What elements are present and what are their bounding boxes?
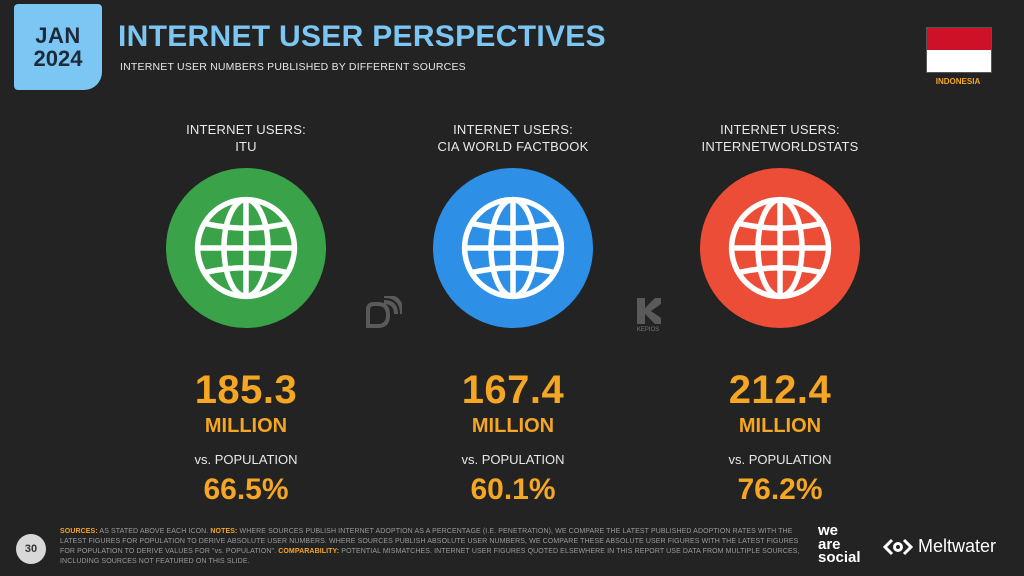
date-month: JAN [35, 22, 81, 48]
we-are-social-logo: we are social [818, 522, 861, 566]
brand-line: social [818, 549, 861, 566]
notes-label: NOTES: [210, 528, 238, 535]
footnotes: SOURCES: AS STATED ABOVE EACH ICON. NOTE… [60, 527, 800, 568]
column-heading-line2: INTERNETWORLDSTATS [701, 138, 859, 154]
vs-population-label: vs. POPULATION [728, 452, 832, 467]
source-column-itu: INTERNET USERS: ITU 185.3 MILLION vs. PO… [131, 122, 361, 507]
user-count-unit: MILLION [471, 415, 555, 437]
penetration-percent: 60.1% [470, 473, 556, 506]
source-column-cia: INTERNET USERS: CIA WORLD FACTBOOK 167.4… [398, 122, 628, 507]
column-heading-line1: INTERNET USERS: [186, 122, 306, 137]
brand-line: are [818, 535, 841, 553]
user-count-unit: MILLION [204, 415, 288, 437]
sources-text: AS STATED ABOVE EACH ICON. [99, 528, 209, 535]
column-heading-line1: INTERNET USERS: [453, 122, 573, 137]
date-badge: JAN 2024 [14, 4, 102, 90]
date-year: 2024 [33, 46, 83, 71]
kepios-caption: KEPIOS [636, 326, 660, 333]
page-title: INTERNET USER PERSPECTIVES [118, 20, 606, 53]
vs-population-label: vs. POPULATION [461, 452, 565, 467]
column-heading: INTERNET USERS: CIA WORLD FACTBOOK [438, 122, 589, 158]
datareportal-icon [362, 294, 402, 334]
meltwater-wordmark: Meltwater [918, 536, 997, 556]
comparability-text: POTENTIAL MISMATCHES. INTERNET USER FIGU… [60, 548, 800, 566]
source-column-internetworldstats: INTERNET USERS: INTERNETWORLDSTATS 212.4… [665, 122, 895, 507]
meltwater-logo: Meltwater [882, 536, 996, 557]
comparability-label: COMPARABILITY: [278, 548, 340, 556]
brand-line: we [818, 522, 839, 539]
user-count-value: 167.4 [461, 368, 565, 412]
country-label: INDONESIA [935, 77, 981, 86]
user-count-value: 212.4 [728, 368, 832, 412]
user-count-unit: MILLION [738, 415, 822, 437]
globe-icon [166, 168, 326, 328]
indonesia-flag-icon [926, 27, 992, 73]
meltwater-mark-icon [882, 538, 914, 555]
user-count-value: 185.3 [194, 368, 298, 412]
penetration-percent: 66.5% [203, 473, 289, 506]
globe-icon [700, 168, 860, 328]
column-heading-line1: INTERNET USERS: [720, 122, 840, 137]
column-heading-line2: CIA WORLD FACTBOOK [437, 138, 589, 154]
sources-label: SOURCES: [60, 528, 98, 535]
page-subtitle: INTERNET USER NUMBERS PUBLISHED BY DIFFE… [120, 61, 466, 73]
column-heading: INTERNET USERS: ITU [186, 122, 306, 158]
column-heading: INTERNET USERS: INTERNETWORLDSTATS [702, 122, 859, 158]
globe-icon [433, 168, 593, 328]
column-heading-line2: ITU [235, 138, 257, 154]
page-number: 30 [16, 534, 46, 564]
penetration-percent: 76.2% [737, 473, 823, 506]
notes-text: WHERE SOURCES PUBLISH INTERNET ADOPTION … [60, 528, 799, 556]
kepios-logo-icon: KEPIOS [628, 294, 668, 334]
vs-population-label: vs. POPULATION [194, 452, 298, 467]
